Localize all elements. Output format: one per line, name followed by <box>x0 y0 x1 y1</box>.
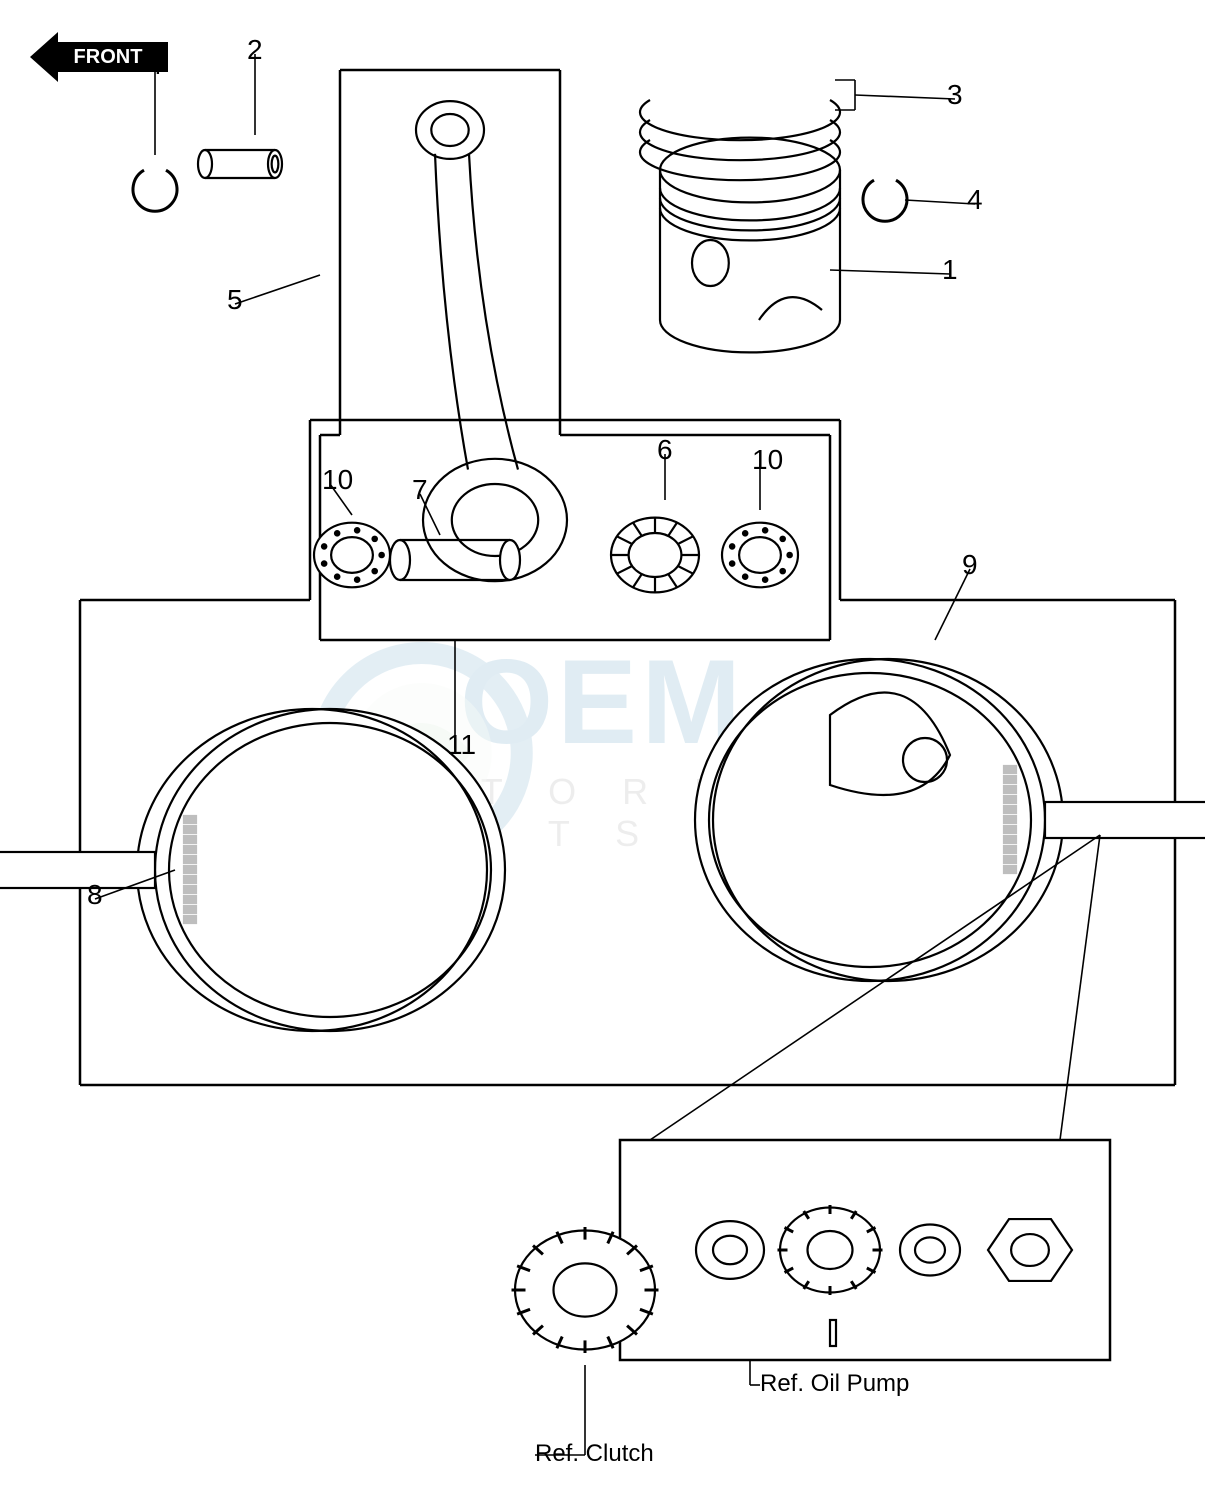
callout-piston-pin: 2 <box>247 34 263 66</box>
callout-crankshaft-left: 8 <box>87 879 103 911</box>
callout-crankshaft-assy: 11 <box>447 729 476 761</box>
callout-circlip-left: 4 <box>147 49 163 81</box>
callout-crankshaft-right: 9 <box>962 549 978 581</box>
callout-crank-pin: 7 <box>412 474 428 506</box>
callout-piston: 1 <box>942 254 958 286</box>
ref-oil-pump-label: Ref. Oil Pump <box>760 1370 909 1398</box>
diagram-canvas <box>0 0 1205 1487</box>
callout-connecting-rod: 5 <box>227 284 243 316</box>
callout-piston-rings: 3 <box>947 79 963 111</box>
callout-circlip-right: 4 <box>967 184 983 216</box>
callout-thrust-washer-r: 10 <box>752 444 783 476</box>
ref-clutch-label: Ref. Clutch <box>535 1440 654 1468</box>
callout-thrust-washer-l: 10 <box>322 464 353 496</box>
callout-needle-bearing: 6 <box>657 434 673 466</box>
